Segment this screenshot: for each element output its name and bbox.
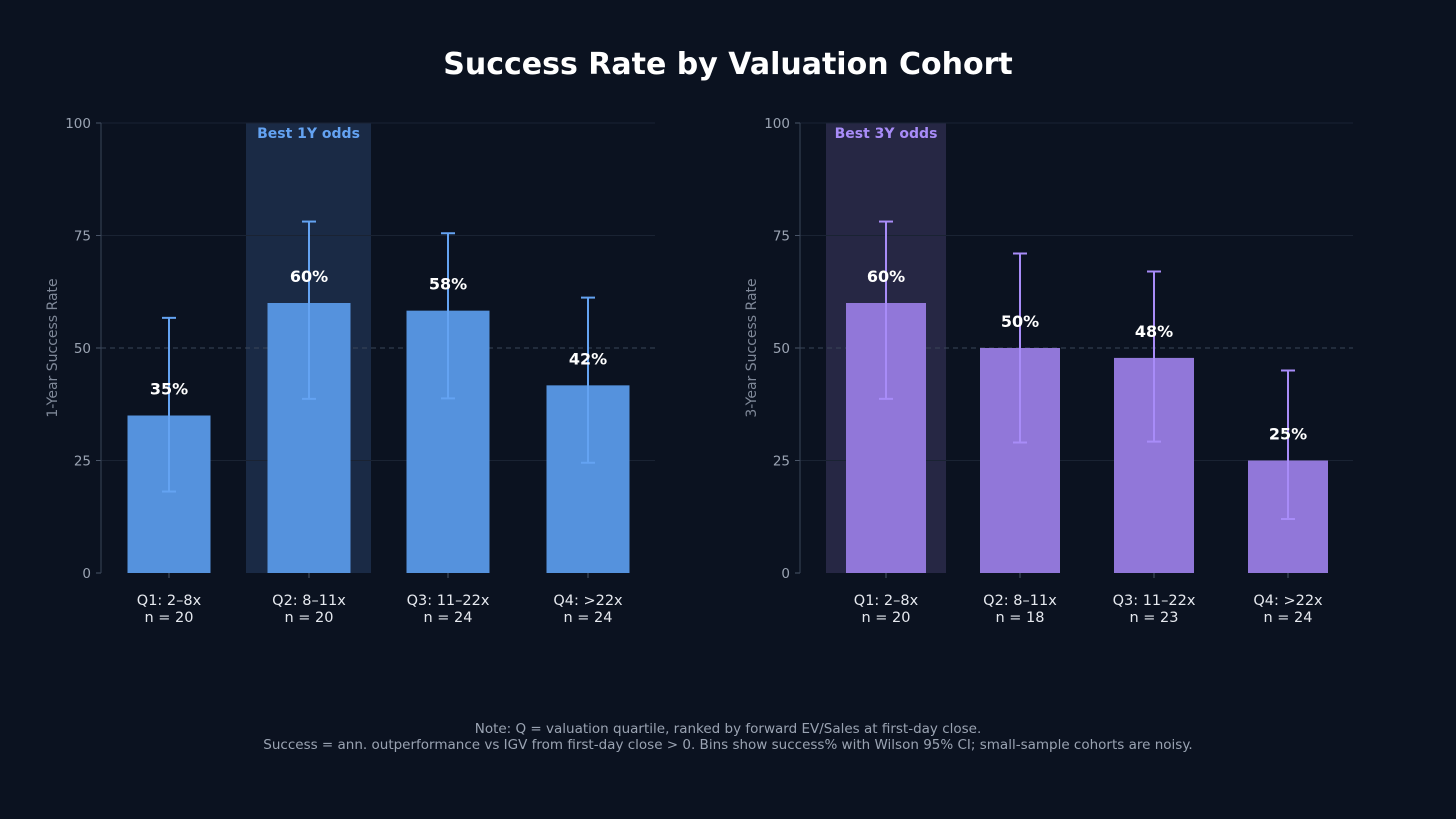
panel-1y: Best 1Y odds 0 25 50 75 100 1-Year Success Rat… [45, 116, 655, 626]
value-label: 35% [150, 380, 188, 399]
x-tick-n-label: n = 20 [284, 610, 333, 626]
x-tick-label: Q3: 11–22x [407, 593, 490, 609]
y-tick-label: 0 [781, 566, 790, 582]
y-tick-label: 100 [764, 116, 790, 132]
highlight-label: Best 1Y odds [257, 126, 360, 142]
panel-3y: Best 3Y odds 0 25 50 75 100 3-Year Success Rat… [744, 116, 1353, 626]
x-tick-label: Q4: >22x [553, 593, 623, 609]
y-tick-label: 75 [773, 229, 790, 245]
footnote-line-2: Success = ann. outperformance vs IGV fro… [263, 737, 1192, 753]
y-tick-label: 50 [773, 341, 790, 357]
x-tick-n-label: n = 24 [1263, 610, 1312, 626]
value-label: 42% [569, 349, 607, 368]
x-tick-n-label: n = 23 [1129, 610, 1178, 626]
value-label: 25% [1269, 425, 1307, 444]
highlight-label: Best 3Y odds [835, 126, 938, 142]
value-label: 50% [1001, 312, 1039, 331]
x-tick-label: Q4: >22x [1253, 593, 1323, 609]
x-tick-n-label: n = 20 [144, 610, 193, 626]
y-tick-label: 25 [74, 454, 91, 470]
value-label: 60% [290, 267, 328, 286]
x-tick-label: Q2: 8–11x [272, 593, 346, 609]
x-tick-label: Q1: 2–8x [137, 593, 202, 609]
value-label: 58% [429, 275, 467, 294]
y-tick-label: 100 [65, 116, 91, 132]
chart-title: Success Rate by Valuation Cohort [443, 47, 1012, 82]
footnote-line-1: Note: Q = valuation quartile, ranked by … [475, 721, 982, 737]
value-label: 60% [867, 267, 905, 286]
y-tick-label: 75 [74, 229, 91, 245]
y-tick-label: 50 [74, 341, 91, 357]
y-tick-label: 25 [773, 454, 790, 470]
x-tick-n-label: n = 20 [861, 610, 910, 626]
x-tick-n-label: n = 24 [563, 610, 612, 626]
x-tick-n-label: n = 18 [995, 610, 1044, 626]
y-axis-label: 3-Year Success Rate [744, 278, 760, 417]
y-tick-label: 0 [82, 566, 91, 582]
value-label: 48% [1135, 322, 1173, 341]
y-axis-label: 1-Year Success Rate [45, 278, 61, 417]
x-tick-label: Q3: 11–22x [1113, 593, 1196, 609]
x-tick-label: Q2: 8–11x [983, 593, 1057, 609]
x-tick-label: Q1: 2–8x [854, 593, 919, 609]
x-tick-n-label: n = 24 [423, 610, 472, 626]
